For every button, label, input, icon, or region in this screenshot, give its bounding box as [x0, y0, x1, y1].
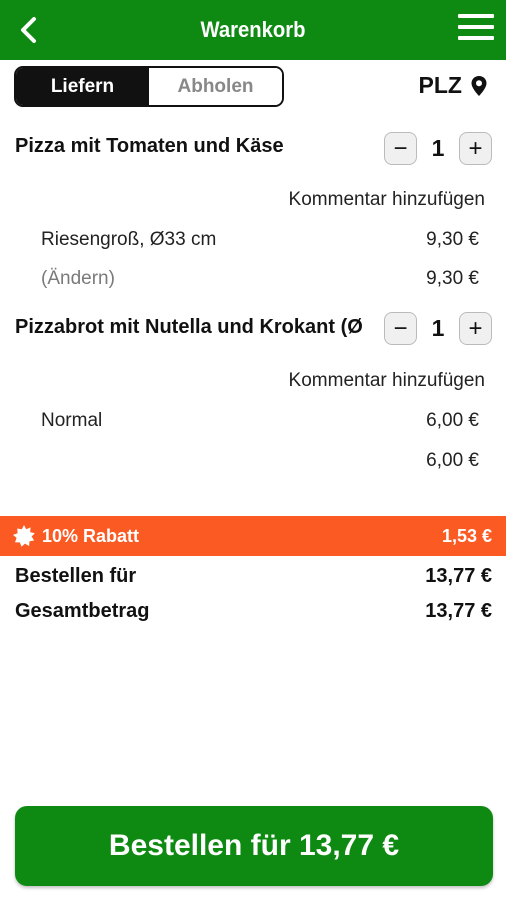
order-for-value: 13,77 €: [425, 565, 492, 587]
quantity-value: 1: [431, 135, 445, 161]
place-order-button[interactable]: Bestellen für 13,77 €: [15, 806, 493, 886]
increase-quantity-button[interactable]: +: [459, 312, 492, 345]
total-value: 13,77 €: [425, 600, 492, 622]
plz-selector[interactable]: PLZ: [419, 72, 488, 99]
order-for-label: Bestellen für: [15, 565, 137, 587]
hamburger-menu-icon-line: [458, 25, 494, 29]
item-total-price: 6,00 €: [426, 450, 479, 471]
item-option-price: 9,30 €: [426, 229, 479, 250]
hamburger-menu-icon-line: [458, 36, 494, 40]
page-title: Warenkorb: [200, 17, 306, 42]
discount-label: 10% Rabatt: [42, 526, 140, 546]
back-button[interactable]: [14, 14, 46, 46]
plz-label: PLZ: [418, 72, 462, 98]
item-option-price: 6,00 €: [426, 410, 479, 431]
item-option-label: Normal: [41, 410, 103, 431]
add-comment-link[interactable]: Kommentar hinzufügen: [288, 189, 485, 210]
top-app-bar: Warenkorb: [0, 0, 506, 60]
cart-item-name: Pizza mit Tomaten und Käse: [15, 135, 284, 157]
delivery-mode-toggle: Liefern Abholen: [14, 66, 284, 107]
increase-quantity-button[interactable]: +: [459, 132, 492, 165]
location-pin-icon: [471, 75, 487, 96]
decrease-quantity-button[interactable]: −: [384, 132, 417, 165]
quantity-stepper: − 1 +: [384, 132, 492, 165]
cart-item-name: Pizzabrot mit Nutella und Krokant (Ø: [15, 316, 363, 338]
menu-button[interactable]: [458, 14, 496, 46]
discount-amount: 1,53 €: [441, 526, 492, 546]
quantity-value: 1: [431, 315, 445, 341]
item-total-price: 9,30 €: [426, 268, 479, 289]
chevron-left-icon: [21, 17, 36, 43]
discount-badge-icon: [13, 525, 35, 547]
change-option-link[interactable]: (Ändern): [41, 268, 115, 289]
item-option-label: Riesengroß, Ø33 cm: [41, 229, 217, 250]
hamburger-menu-icon: [458, 14, 494, 18]
toggle-abholen[interactable]: Abholen: [149, 68, 282, 105]
add-comment-link[interactable]: Kommentar hinzufügen: [288, 370, 485, 391]
total-label: Gesamtbetrag: [15, 600, 150, 622]
toggle-liefern[interactable]: Liefern: [16, 68, 149, 105]
discount-bar: 10% Rabatt 1,53 €: [0, 516, 506, 556]
decrease-quantity-button[interactable]: −: [384, 312, 417, 345]
quantity-stepper: − 1 +: [384, 312, 492, 345]
